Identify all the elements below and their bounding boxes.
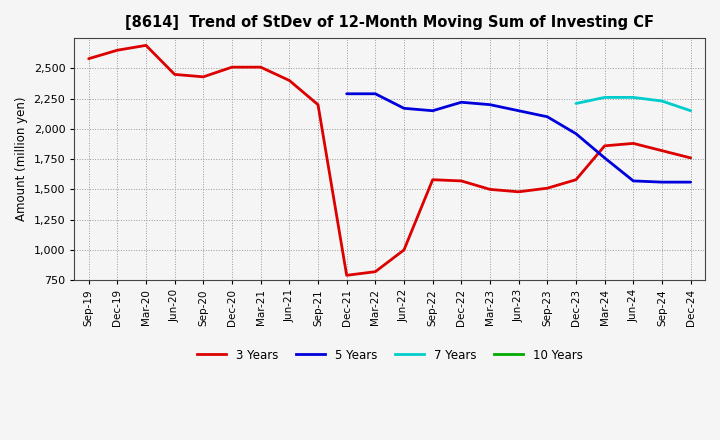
3 Years [199,74,207,80]
3 Years [657,148,666,153]
5 Years [486,102,495,107]
3 Years [228,65,236,70]
3 Years [543,186,552,191]
3 Years [400,247,408,253]
3 Years [686,155,695,161]
3 Years [314,102,323,107]
3 Years [428,177,437,182]
5 Years [600,155,609,161]
3 Years [457,178,466,183]
5 Years [657,180,666,185]
3 Years [600,143,609,148]
Line: 3 Years: 3 Years [89,45,690,275]
Legend: 3 Years, 5 Years, 7 Years, 10 Years: 3 Years, 5 Years, 7 Years, 10 Years [192,344,588,366]
5 Years [686,180,695,185]
3 Years [371,269,379,274]
3 Years [572,177,580,182]
5 Years [371,91,379,96]
5 Years [400,106,408,111]
3 Years [514,189,523,194]
7 Years [657,99,666,104]
3 Years [171,72,179,77]
Line: 5 Years: 5 Years [346,94,690,182]
5 Years [629,178,638,183]
5 Years [543,114,552,119]
Y-axis label: Amount (million yen): Amount (million yen) [15,97,28,221]
7 Years [600,95,609,100]
5 Years [572,131,580,136]
7 Years [686,108,695,114]
5 Years [428,108,437,114]
3 Years [84,56,93,61]
7 Years [629,95,638,100]
3 Years [256,65,265,70]
3 Years [113,48,122,53]
3 Years [629,141,638,146]
7 Years [572,101,580,106]
5 Years [514,108,523,114]
3 Years [342,273,351,278]
5 Years [457,99,466,105]
3 Years [486,187,495,192]
Line: 7 Years: 7 Years [576,97,690,111]
Title: [8614]  Trend of StDev of 12-Month Moving Sum of Investing CF: [8614] Trend of StDev of 12-Month Moving… [125,15,654,30]
5 Years [342,91,351,96]
3 Years [285,78,294,83]
3 Years [142,43,150,48]
